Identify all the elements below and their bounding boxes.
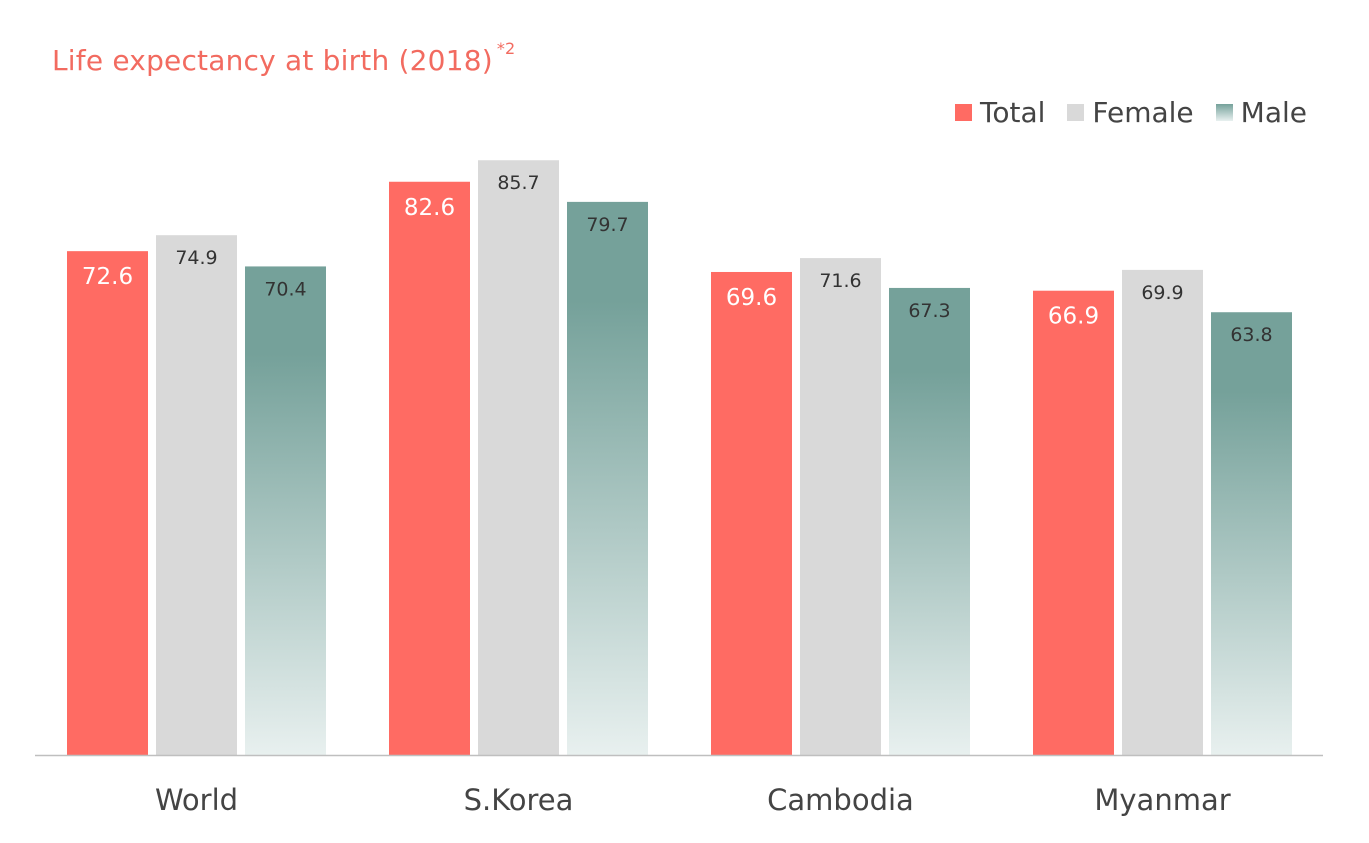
bar-female-myanmar xyxy=(1122,269,1203,755)
chart-title-note: *2 xyxy=(496,38,516,58)
bar-group: 72.6 74.9 70.4 82.6 85.7 79.7 69.6 71.6 67.3 66.9… xyxy=(67,160,1292,756)
data-label-female-world: 74.9 xyxy=(175,247,217,269)
data-label-male-myanmar: 63.8 xyxy=(1230,324,1272,346)
data-label-male-skorea: 79.7 xyxy=(586,214,628,236)
bar-female-cambodia xyxy=(800,258,881,755)
legend-label-total: Total xyxy=(980,96,1046,129)
bar-female-skorea xyxy=(478,160,559,755)
bar-total-myanmar xyxy=(1033,290,1114,755)
data-label-male-cambodia: 67.3 xyxy=(908,300,950,322)
legend-swatch-female xyxy=(1067,104,1085,121)
category-label-world: World xyxy=(155,783,238,817)
bar-female-world xyxy=(156,235,237,756)
bar-male-myanmar xyxy=(1211,312,1292,755)
bar-male-skorea xyxy=(567,201,648,755)
bar-total-cambodia xyxy=(711,271,792,755)
data-label-female-myanmar: 69.9 xyxy=(1141,282,1183,304)
data-label-total-skorea: 82.6 xyxy=(404,195,455,221)
bar-male-world xyxy=(245,266,326,755)
chart-title-text: Life expectancy at birth (2018) xyxy=(52,44,493,77)
category-label-myanmar: Myanmar xyxy=(1094,783,1230,817)
data-label-female-cambodia: 71.6 xyxy=(819,270,861,292)
bar-male-cambodia xyxy=(889,287,970,755)
data-label-total-world: 72.6 xyxy=(82,264,133,290)
legend-label-male: Male xyxy=(1240,96,1307,129)
chart-legend: Total Female Male xyxy=(955,96,1307,129)
bar-total-skorea xyxy=(389,181,470,756)
bar-total-world xyxy=(67,251,148,755)
chart-title: Life expectancy at birth (2018) *2 xyxy=(52,39,515,77)
legend-swatch-total xyxy=(955,104,973,121)
legend-swatch-male xyxy=(1215,104,1233,121)
data-label-female-skorea: 85.7 xyxy=(497,172,539,194)
x-axis-labels: World S.Korea Cambodia Myanmar xyxy=(155,783,1231,817)
legend-item-female: Female xyxy=(1067,96,1194,129)
legend-item-total: Total xyxy=(955,96,1045,129)
category-label-cambodia: Cambodia xyxy=(767,783,914,817)
data-label-total-myanmar: 66.9 xyxy=(1048,304,1099,330)
legend-label-female: Female xyxy=(1092,96,1194,129)
legend-item-male: Male xyxy=(1215,96,1307,129)
data-label-male-world: 70.4 xyxy=(264,278,306,300)
category-label-skorea: S.Korea xyxy=(464,783,574,817)
data-label-total-cambodia: 69.6 xyxy=(726,285,777,311)
